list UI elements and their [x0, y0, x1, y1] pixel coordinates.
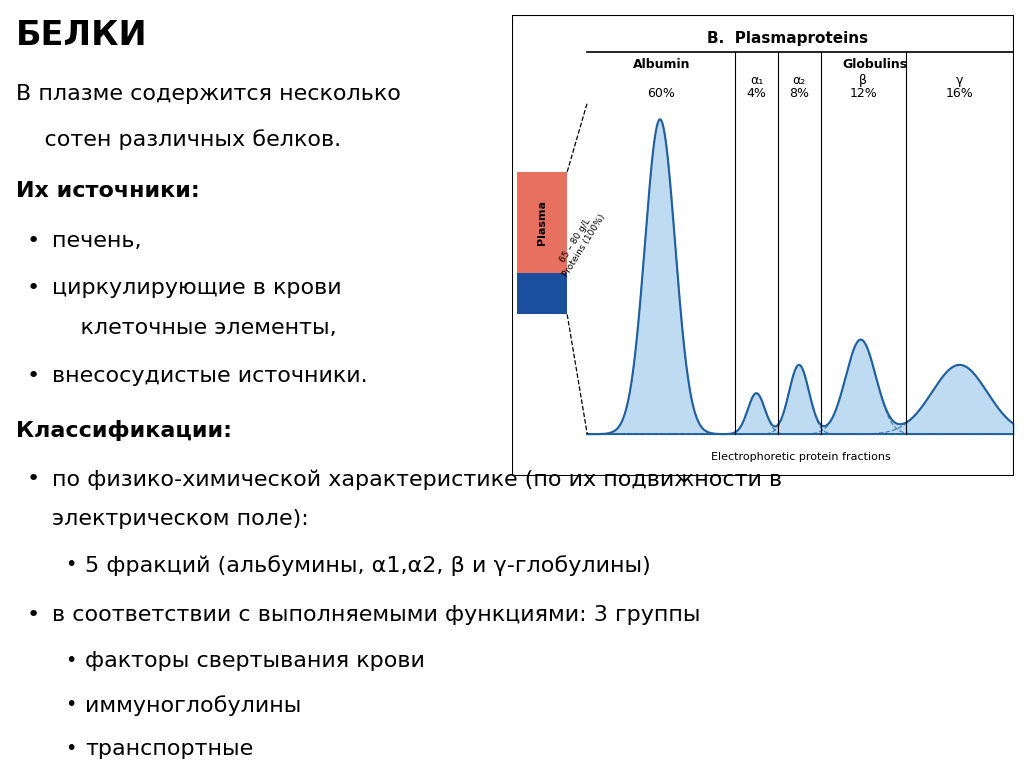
Text: по физико-химической характеристике (по их подвижности в: по физико-химической характеристике (по … [51, 469, 782, 490]
Text: 65 – 80 g/L
Proteins (100%): 65 – 80 g/L Proteins (100%) [552, 207, 607, 279]
Bar [517, 172, 567, 273]
Text: 8%: 8% [790, 87, 809, 100]
Text: B.  Plasmaproteins: B. Plasmaproteins [708, 31, 868, 47]
Text: •: • [27, 605, 40, 625]
Text: α₂: α₂ [793, 74, 806, 87]
Bar [517, 273, 567, 314]
Text: β: β [859, 74, 867, 87]
Text: •: • [66, 651, 77, 670]
Text: Albumin: Albumin [633, 58, 690, 71]
Text: клеточные элементы,: клеточные элементы, [51, 318, 336, 338]
Text: 5 фракций (альбумины, α1,α2, β и γ-глобулины): 5 фракций (альбумины, α1,α2, β и γ-глобу… [85, 555, 650, 576]
Text: 4%: 4% [746, 87, 767, 100]
Text: Globulins: Globulins [842, 58, 907, 71]
Text: γ: γ [956, 74, 964, 87]
Text: •: • [27, 469, 40, 489]
Text: Их источники:: Их источники: [15, 181, 200, 201]
Text: Plasma: Plasma [538, 200, 547, 245]
Text: α₁: α₁ [750, 74, 763, 87]
Text: Классификации:: Классификации: [15, 420, 231, 440]
Text: •: • [66, 695, 77, 714]
Text: иммуноглобулины: иммуноглобулины [85, 695, 301, 716]
Text: сотен различных белков.: сотен различных белков. [15, 129, 341, 150]
Text: •: • [66, 739, 77, 758]
Text: циркулирующие в крови: циркулирующие в крови [51, 278, 341, 298]
Text: •: • [27, 231, 40, 251]
Text: Electrophoretic protein fractions: Electrophoretic protein fractions [711, 452, 891, 462]
Text: транспортные: транспортные [85, 739, 253, 759]
Text: 16%: 16% [946, 87, 974, 100]
Text: электрическом поле):: электрическом поле): [51, 509, 308, 529]
Text: факторы свертывания крови: факторы свертывания крови [85, 651, 425, 671]
Text: в соответствии с выполняемыми функциями: 3 группы: в соответствии с выполняемыми функциями:… [51, 605, 700, 625]
Text: внесосудистые источники.: внесосудистые источники. [51, 366, 368, 386]
Text: 60%: 60% [647, 87, 675, 100]
Text: 12%: 12% [849, 87, 878, 100]
Text: БЕЛКИ: БЕЛКИ [15, 19, 147, 52]
Text: •: • [27, 366, 40, 386]
Text: •: • [66, 555, 77, 574]
Text: В плазме содержится несколько: В плазме содержится несколько [15, 84, 400, 104]
Text: •: • [27, 278, 40, 298]
Text: печень,: печень, [51, 231, 141, 251]
